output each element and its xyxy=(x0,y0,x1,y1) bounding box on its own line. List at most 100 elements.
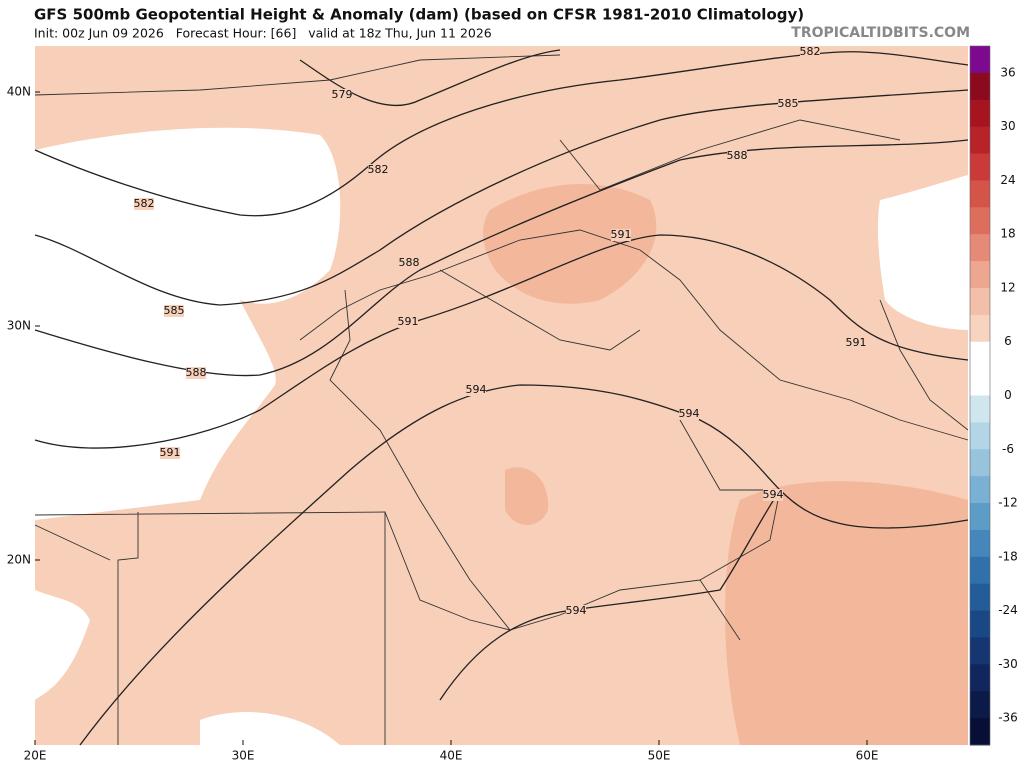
contour-label: 588 xyxy=(186,366,207,379)
anomaly-patch xyxy=(505,467,549,525)
colorbar-segment xyxy=(970,153,990,181)
contour-label-bg xyxy=(727,150,747,162)
colorbar-segment xyxy=(970,610,990,638)
contour-label-bg xyxy=(164,305,184,317)
lon-label: 50E xyxy=(648,749,671,763)
anomaly-patch xyxy=(483,183,657,304)
contour-label: 594 xyxy=(679,407,700,420)
contour-line xyxy=(34,89,969,306)
lon-label: 30E xyxy=(232,749,255,763)
colorbar-label: 36 xyxy=(1000,65,1015,79)
colorbar-label: -30 xyxy=(998,657,1018,671)
contour-label-bg xyxy=(679,408,699,420)
contour-label: 579 xyxy=(332,88,353,101)
colorbar-segment xyxy=(970,691,990,719)
colorbar-segment xyxy=(970,529,990,558)
colorbar-segment xyxy=(970,503,990,531)
neutral-region xyxy=(877,175,968,330)
anomaly-patch xyxy=(725,481,968,745)
contour-label: 588 xyxy=(727,149,748,162)
map xyxy=(34,46,969,746)
colorbar-segment xyxy=(970,664,990,692)
colorbar-label: -6 xyxy=(1002,442,1014,456)
contour-label-bg xyxy=(846,337,866,349)
contour-label-bg xyxy=(611,229,631,241)
contour-label-bg xyxy=(134,198,154,210)
neutral-region xyxy=(200,712,340,745)
colorbar-label: -18 xyxy=(998,549,1018,563)
contour-line xyxy=(34,51,969,217)
title: GFS 500mb Geopotential Height & Anomaly … xyxy=(34,6,804,24)
colorbar-segment xyxy=(970,422,990,450)
colorbar-label: -24 xyxy=(998,603,1018,617)
source: TROPICALTIDBITS.COM xyxy=(791,25,970,41)
colorbar-label: 18 xyxy=(1000,227,1015,241)
colorbar-segment xyxy=(970,287,990,316)
colorbar-segment xyxy=(970,556,990,585)
colorbar-segment xyxy=(970,395,990,423)
subtitle: Init: 00z Jun 09 2026 Forecast Hour: [66… xyxy=(34,26,492,41)
colorbar-segment xyxy=(970,476,990,504)
contour-label: 594 xyxy=(763,488,784,501)
lon-label: 60E xyxy=(856,749,879,763)
colorbar-frame xyxy=(969,45,991,746)
lat-label: 30N xyxy=(7,319,31,333)
colorbar-label: 0 xyxy=(1004,388,1012,402)
colorbar-label: 12 xyxy=(1000,280,1015,294)
contour-label-bg xyxy=(778,98,798,110)
neutral-region xyxy=(35,127,341,521)
contour-label-bg xyxy=(186,367,206,379)
colorbar-label: -36 xyxy=(998,711,1018,725)
contour-label: 585 xyxy=(778,97,799,110)
contour-label-bg xyxy=(763,489,783,501)
lon-label: 40E xyxy=(440,749,463,763)
colorbar-segment xyxy=(970,314,990,343)
contour-label-bg xyxy=(800,46,820,58)
contour-label-bg xyxy=(332,89,352,101)
contour-line xyxy=(34,234,969,449)
colorbar-segment xyxy=(970,583,990,612)
colorbar-segment xyxy=(970,180,990,208)
colorbar-segment xyxy=(970,637,990,665)
colorbar-label: 6 xyxy=(1004,334,1012,348)
contour-label-bg xyxy=(160,447,180,459)
colorbar-segment xyxy=(970,368,990,396)
contour-label-bg xyxy=(466,384,486,396)
contour-label: 591 xyxy=(846,336,867,349)
colorbar-segment xyxy=(970,718,990,746)
lat-label: 20N xyxy=(7,553,31,567)
contour-label: 591 xyxy=(398,315,419,328)
colorbar: 36 30 24 18 12 6 0 -6 -12 -18 -24 -30 -36 xyxy=(969,45,1018,746)
contour-label: 591 xyxy=(160,446,181,459)
contour-label: 582 xyxy=(368,163,389,176)
contour-label: 588 xyxy=(399,256,420,269)
neutral-region xyxy=(35,590,90,700)
contour-label-bg xyxy=(398,316,418,328)
colorbar-segment xyxy=(970,46,990,74)
colorbar-segment xyxy=(970,234,990,262)
colorbar-label: -12 xyxy=(998,496,1018,510)
colorbar-label: 30 xyxy=(1000,119,1015,133)
colorbar-segment xyxy=(970,341,990,370)
contour-label-bg xyxy=(566,605,586,617)
colorbar-segment xyxy=(970,207,990,235)
colorbar-segment xyxy=(970,72,990,101)
contour-label-bg xyxy=(399,257,419,269)
contour-label: 594 xyxy=(466,383,487,396)
colorbar-segment xyxy=(970,99,990,128)
contour-label: 582 xyxy=(134,197,155,210)
contour-label: 585 xyxy=(164,304,185,317)
contour-label: 591 xyxy=(611,228,632,241)
colorbar-segment xyxy=(970,126,990,155)
contour-label: 582 xyxy=(800,45,821,58)
contour-line xyxy=(299,49,561,106)
contour-label-bg xyxy=(368,164,388,176)
colorbar-label: 24 xyxy=(1000,173,1015,187)
colorbar-segment xyxy=(970,449,990,477)
colorbar-segment xyxy=(970,261,990,289)
contour-line xyxy=(79,384,969,746)
lon-label: 20E xyxy=(24,749,47,763)
contour-label: 594 xyxy=(566,604,587,617)
lat-label: 40N xyxy=(7,85,31,99)
